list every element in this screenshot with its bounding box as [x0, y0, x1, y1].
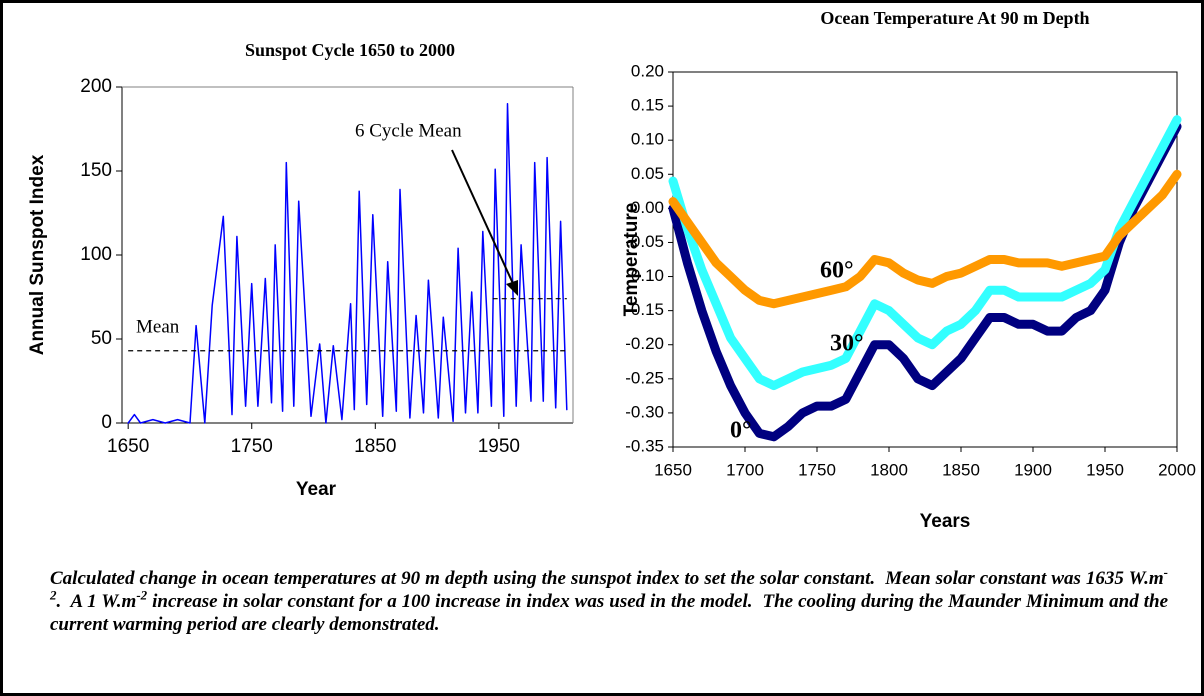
y-tick-label: -0.05: [625, 232, 664, 251]
annotation: 6 Cycle Mean: [355, 120, 462, 141]
y-tick-label: 0.05: [631, 164, 664, 183]
y-tick-label: 150: [80, 160, 112, 181]
x-tick-label: 1900: [1014, 460, 1052, 479]
x-axis-label: Years: [920, 511, 971, 532]
x-axis-label: Year: [296, 479, 337, 500]
y-tick-label: 0: [101, 412, 112, 433]
x-tick-label: 1650: [654, 460, 692, 479]
x-tick-label: 1950: [1086, 460, 1124, 479]
series-label: 0°: [730, 418, 752, 444]
caption-superscript: -2: [50, 564, 1168, 603]
caption-text: increase in solar constant for a 100 inc…: [50, 591, 1173, 635]
series-line: [127, 103, 568, 424]
caption-text: . A 1 W.m: [56, 591, 137, 612]
y-tick-label: 200: [80, 76, 112, 97]
y-tick-label: 100: [80, 244, 112, 265]
caption-superscript: -2: [136, 587, 148, 603]
y-tick-label: 0.00: [631, 198, 664, 217]
y-tick-label: -0.25: [625, 368, 664, 387]
series-label: 60°: [820, 258, 854, 284]
x-tick-label: 1700: [726, 460, 764, 479]
y-tick-label: 0.20: [631, 61, 664, 80]
series-label: 30°: [830, 331, 864, 357]
x-tick-label: 1850: [354, 436, 396, 457]
chart-title: Sunspot Cycle 1650 to 2000: [245, 40, 455, 60]
charts: Sunspot Cycle 1650 to 2000 0 50 100 150 200 16…: [27, 8, 1196, 532]
arrow-head: [506, 280, 518, 296]
caption: Calculated change in ocean temperatures …: [50, 564, 1168, 636]
series-line: [668, 122, 1182, 442]
y-tick-label: 0.15: [631, 96, 664, 115]
x-tick-label: 1650: [107, 436, 149, 457]
y-tick-label: -0.15: [625, 300, 664, 319]
series-line: [668, 115, 1182, 391]
y-tick-label: 0.10: [631, 130, 664, 149]
series-line: [668, 169, 1182, 309]
x-tick-label: 2000: [1158, 460, 1196, 479]
x-tick-label: 1800: [870, 460, 908, 479]
chart-title: Ocean Temperature At 90 m Depth: [820, 8, 1089, 28]
caption-text: Calculated change in ocean temperatures …: [50, 568, 1164, 589]
x-tick-label: 1950: [478, 436, 520, 457]
y-axis-label: Annual Sunspot Index: [27, 154, 48, 355]
annotation-arrow: [451, 149, 516, 289]
y-tick-label: -0.20: [625, 334, 664, 353]
y-tick-label: -0.30: [625, 402, 664, 421]
y-tick-label: -0.35: [625, 436, 664, 455]
x-tick-label: 1750: [231, 436, 273, 457]
annotation: Mean: [136, 316, 180, 337]
x-tick-label: 1850: [942, 460, 980, 479]
plot-frame: [672, 71, 1178, 448]
x-tick-label: 1750: [798, 460, 836, 479]
y-tick-label: 50: [91, 328, 112, 349]
y-axis-label: Temperature: [621, 203, 642, 317]
y-tick-label: -0.10: [625, 266, 664, 285]
